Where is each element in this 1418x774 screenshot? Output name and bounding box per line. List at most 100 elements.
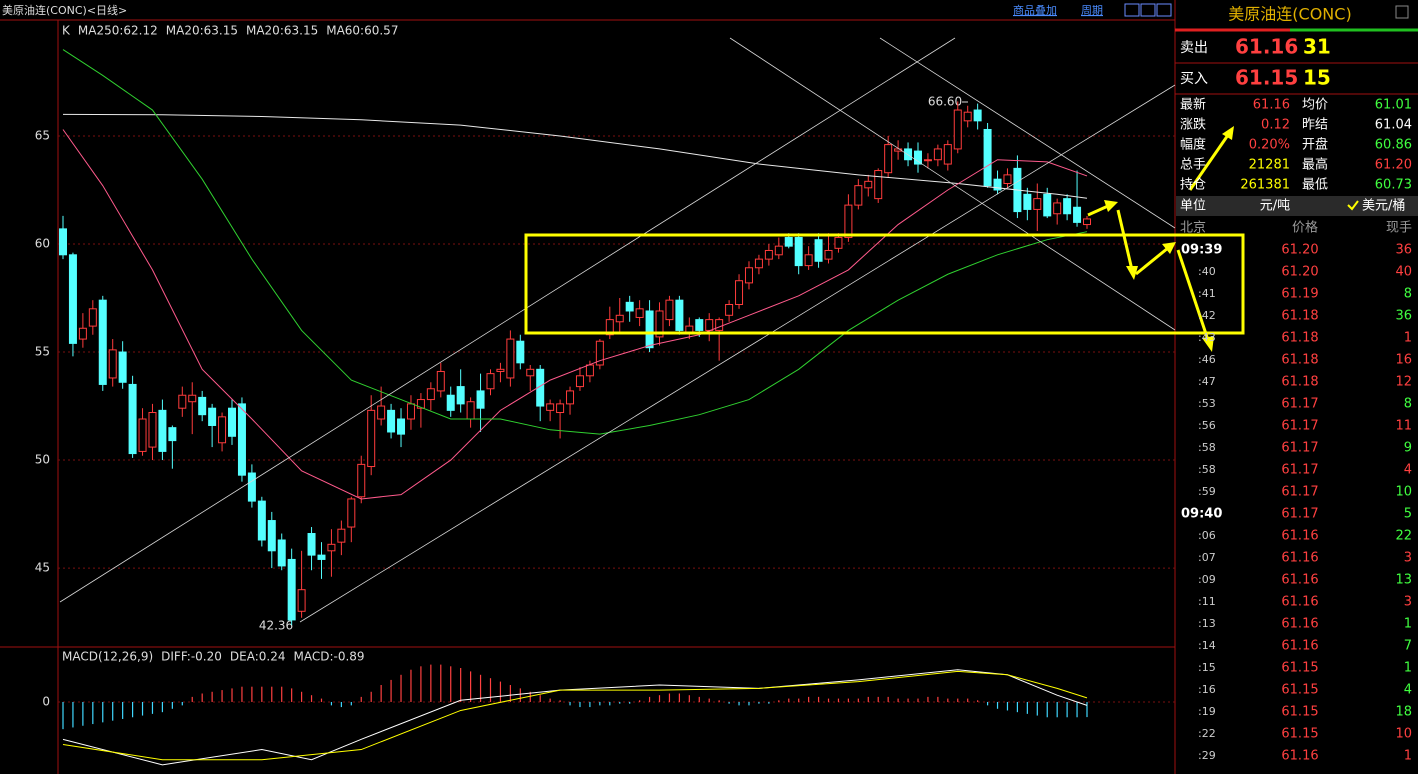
candle-body (973, 109, 982, 122)
stat-label: 幅度 (1180, 137, 1206, 153)
candle-body (784, 237, 793, 247)
tick-price: 61.15 (1281, 705, 1318, 720)
candle-body (754, 258, 763, 269)
candle-body (605, 319, 614, 336)
tick-time: :15 (1198, 661, 1216, 674)
tick-price: 61.17 (1281, 507, 1318, 522)
candle-body (993, 178, 1002, 191)
tick-volume: 8 (1404, 287, 1412, 302)
tick-volume: 3 (1404, 551, 1412, 566)
tick-volume: 5 (1404, 507, 1412, 522)
candle-body (118, 351, 127, 383)
candle-body (923, 159, 932, 162)
candle-body (645, 310, 654, 349)
arrow-head (1126, 266, 1138, 280)
check-icon (1347, 200, 1359, 211)
y-tick-label: 45 (35, 561, 50, 575)
tick-time: :09 (1198, 573, 1216, 586)
candle-body (904, 148, 913, 161)
candle-body (844, 204, 853, 239)
tick-time: :42 (1198, 309, 1216, 322)
nav-menu[interactable] (1156, 3, 1172, 17)
tick-volume: 1 (1404, 331, 1412, 346)
stat-label: 昨结 (1302, 118, 1328, 133)
candle-body (1053, 202, 1062, 215)
nav-left[interactable] (1124, 3, 1140, 17)
candle-body (943, 144, 952, 165)
candle-body (88, 308, 97, 327)
tick-time: :53 (1198, 397, 1216, 410)
candle-body (595, 340, 604, 366)
candle-body (297, 589, 306, 612)
indicator-line (62, 670, 1088, 761)
tick-volume: 13 (1395, 573, 1412, 588)
candle-body (526, 368, 535, 377)
candle-body (168, 427, 177, 442)
tick-time: :11 (1198, 595, 1216, 608)
candle-body (387, 409, 396, 433)
tick-time: :14 (1198, 639, 1216, 652)
candle-body (357, 463, 366, 498)
sell-price: 61.16 (1235, 35, 1298, 59)
candle-body (695, 319, 704, 331)
tick-price: 61.16 (1281, 639, 1318, 654)
unit-option[interactable]: 美元/桶 (1362, 199, 1405, 214)
legend-item: K (62, 24, 71, 38)
arrow (1188, 134, 1230, 191)
candle-body (983, 128, 992, 187)
candle-body (476, 390, 485, 409)
nav-buttons (1124, 3, 1172, 17)
candle-body (367, 409, 376, 468)
stat-label: 最低 (1302, 178, 1328, 193)
tick-price: 61.17 (1281, 463, 1318, 478)
arrow (1135, 246, 1169, 276)
stat-label: 持仓 (1180, 178, 1206, 193)
candle-body (98, 299, 107, 385)
nav-right[interactable] (1140, 3, 1156, 17)
stat-value: 61.16 (1253, 98, 1290, 113)
overlay-button[interactable]: 商品叠加 (1013, 3, 1057, 17)
tick-volume: 36 (1395, 309, 1412, 324)
candle-body (705, 319, 714, 331)
tick-volume: 36 (1395, 243, 1412, 258)
candle-body (59, 228, 67, 256)
tick-price: 61.20 (1281, 243, 1318, 258)
tick-price: 61.20 (1281, 265, 1318, 280)
tick-volume: 12 (1395, 375, 1412, 390)
buy-price: 61.15 (1235, 66, 1298, 90)
tick-price: 61.16 (1281, 529, 1318, 544)
tick-volume: 11 (1395, 419, 1412, 434)
ticks-header: 现手 (1386, 221, 1412, 236)
tick-price: 61.15 (1281, 727, 1318, 742)
stat-value: 61.04 (1375, 118, 1412, 133)
unit-option[interactable]: 元/吨 (1260, 199, 1290, 214)
tick-price: 61.17 (1281, 419, 1318, 434)
settings-icon[interactable] (1395, 5, 1409, 19)
tick-volume: 40 (1395, 265, 1412, 280)
candle-body (78, 327, 87, 340)
tick-volume: 7 (1404, 639, 1412, 654)
highlight (524, 126, 1245, 352)
tick-time: :40 (1198, 265, 1216, 278)
y-tick-label: 55 (35, 345, 50, 359)
tick-time: :58 (1198, 463, 1216, 476)
candle-body (108, 349, 117, 379)
candle-body (933, 148, 942, 161)
tick-time: :46 (1198, 353, 1216, 366)
legend-item: MA20:63.15 (166, 24, 238, 38)
y-tick-label: 0 (42, 694, 50, 708)
arrow-head (1104, 200, 1118, 212)
tick-time: 09:39 (1181, 243, 1222, 258)
quote-title: 美原油连(CONC) (1228, 5, 1351, 24)
candle-body (406, 403, 415, 420)
candle-body (496, 368, 505, 372)
period-button[interactable]: 周期 (1081, 4, 1103, 17)
arrow (1116, 209, 1134, 271)
y-tick-label: 65 (35, 128, 50, 142)
candle-body (635, 308, 644, 318)
candle-body (237, 403, 246, 476)
tick-price: 61.18 (1281, 309, 1318, 324)
buy-volume: 15 (1303, 66, 1331, 90)
candle-body (188, 394, 197, 403)
